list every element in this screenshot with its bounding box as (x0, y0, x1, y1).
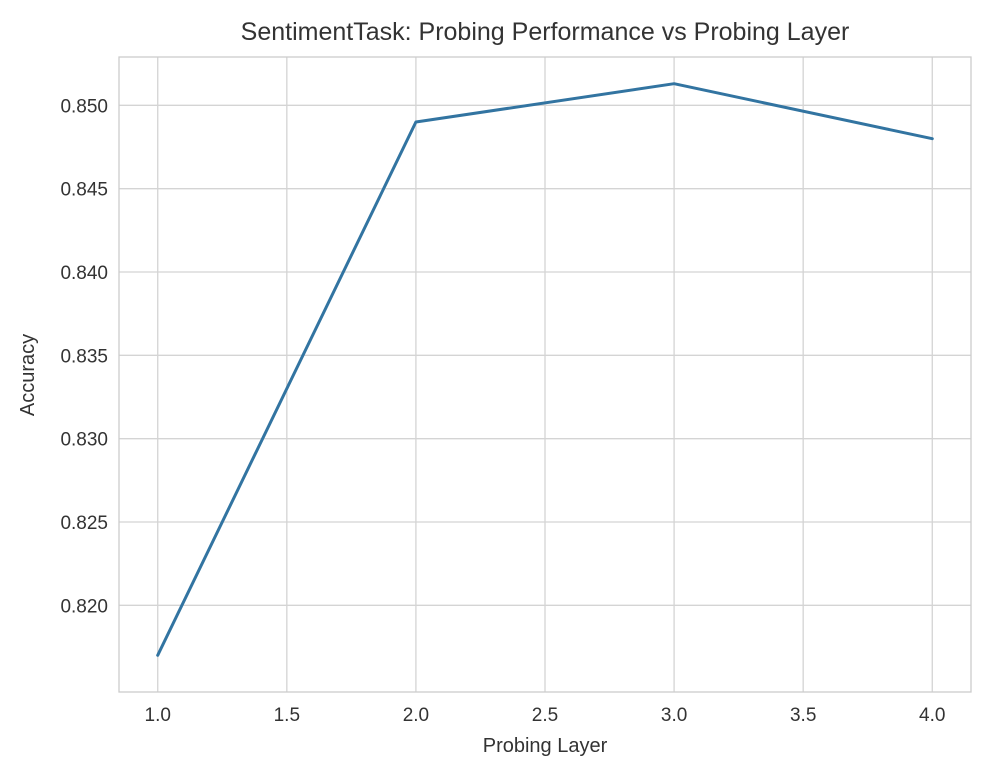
x-tick-label: 3.0 (661, 705, 687, 726)
y-tick-label: 0.830 (60, 430, 108, 451)
x-tick-label: 2.5 (532, 705, 558, 726)
y-tick-label: 0.820 (60, 596, 108, 617)
y-tick-label: 0.835 (60, 346, 108, 367)
x-axis-label: Probing Layer (483, 735, 608, 757)
x-tick-labels: 1.0 1.5 2.0 2.5 3.0 3.5 4.0 (145, 705, 946, 726)
y-tick-label: 0.825 (60, 513, 108, 534)
y-tick-label: 0.850 (60, 96, 108, 117)
chart-title: SentimentTask: Probing Performance vs Pr… (241, 18, 850, 46)
grid (119, 57, 971, 692)
y-tick-labels: 0.820 0.825 0.830 0.835 0.840 0.845 0.850 (60, 96, 108, 617)
y-tick-label: 0.845 (60, 180, 108, 201)
x-tick-label: 1.5 (274, 705, 300, 726)
y-tick-label: 0.840 (60, 263, 108, 284)
x-tick-label: 3.5 (790, 705, 816, 726)
series-line (156, 82, 934, 657)
x-tick-label: 1.0 (145, 705, 171, 726)
plot-frame (118, 56, 972, 693)
x-tick-label: 2.0 (403, 705, 429, 726)
series-layer (156, 82, 934, 657)
x-tick-label: 4.0 (919, 705, 945, 726)
y-axis-label: Accuracy (17, 334, 39, 416)
